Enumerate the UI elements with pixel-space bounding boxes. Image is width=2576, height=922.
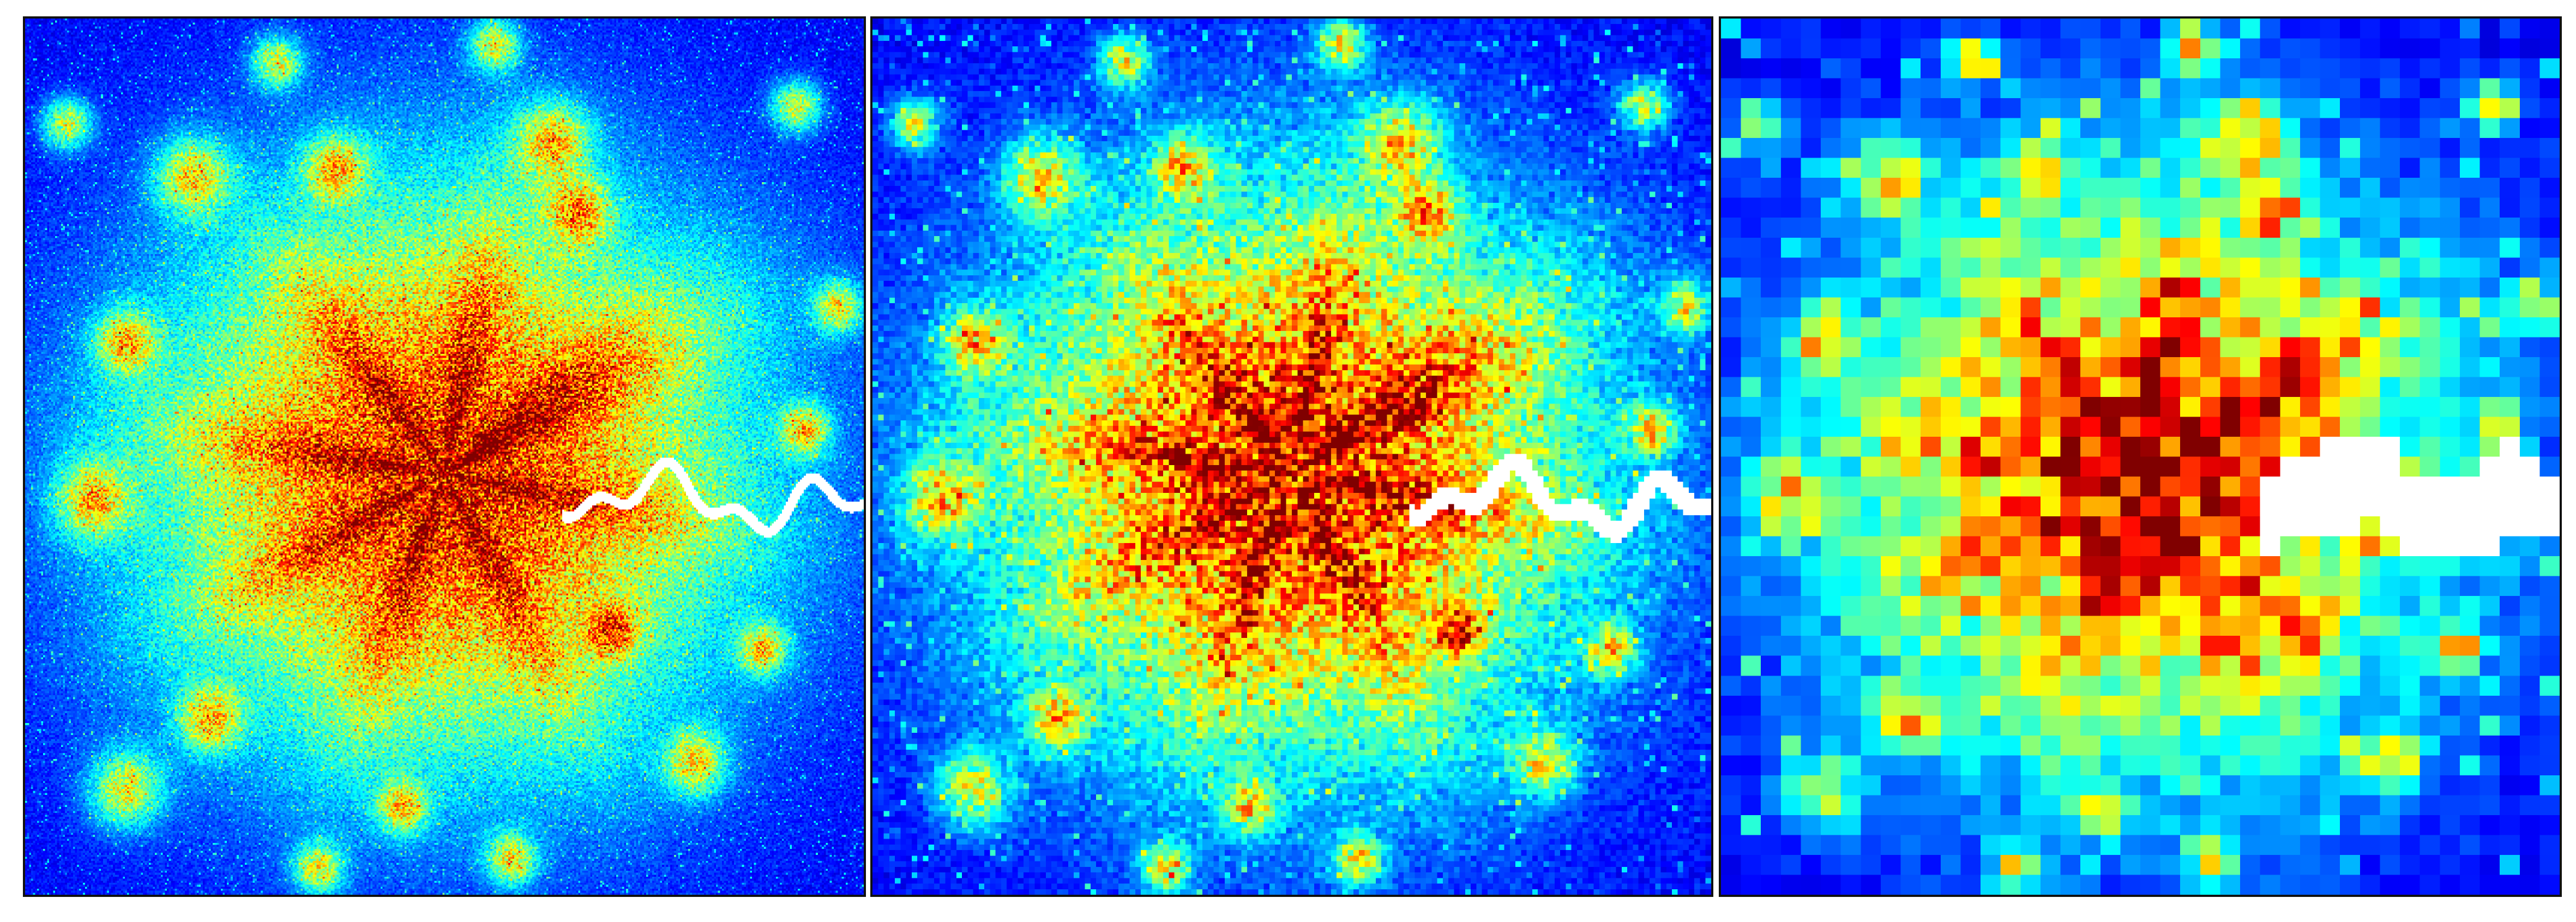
density-heatmap-medium-resolution: [872, 19, 1711, 895]
density-heatmap-high-resolution: [25, 19, 864, 895]
density-map-panel-low-resolution: [1719, 16, 2562, 897]
density-map-panel-medium-resolution: [870, 16, 1713, 897]
density-map-panel-high-resolution: [23, 16, 866, 897]
density-heatmap-low-resolution: [1721, 19, 2560, 895]
